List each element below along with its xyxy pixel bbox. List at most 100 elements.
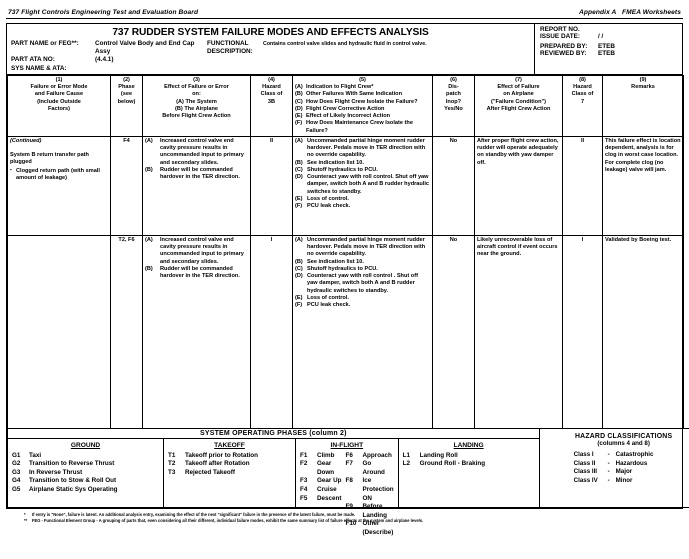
row-1-failure-cause-list: Clogged return path (with small amount o… [10, 167, 108, 183]
col-3-item-b-key: (B) [175, 105, 183, 112]
legend-section: SYSTEM OPERATING PHASES (column 2) GROUN… [7, 427, 689, 536]
column-header-7: (7) Effect of Failure on Airplane ("Fail… [474, 74, 563, 137]
row-2-crew-item-b: (B) See indication list 10. [295, 259, 430, 266]
hazard-class-2-key: Class II [573, 459, 596, 467]
worksheet-frame: 737 RUDDER SYSTEM FAILURE MODES AND EFFE… [6, 23, 689, 536]
phases-ground-column: GROUND G1 Taxi G2 Transition to Reverse … [8, 438, 164, 507]
row-2-remarks: Validated by Boeing test. [602, 234, 684, 429]
hazard-classifications-subtitle: (columns 4 and 8) [597, 439, 650, 447]
phases-landing-item-l2: L2 Ground Roll - Braking [403, 460, 535, 469]
report-no-value [598, 26, 678, 33]
phases-takeoff-item-t2: T2 Takeoff after Rotation [168, 460, 291, 469]
column-header-row: (1) Failure or Error Mode and Failure Ca… [7, 74, 684, 137]
phases-inflight-right: F6 Approach F7 Go Around F8 Ice Protecti… [346, 452, 394, 538]
footnote-1-mark: * [24, 511, 26, 517]
row-2-effect-list: (A) Increased control valve end cavity p… [145, 237, 248, 281]
row-1-effect-item-b: (B) Rudder will be commanded hardover in… [145, 167, 248, 182]
col-1-number: (1) [55, 76, 63, 83]
phases-inflight-f5-value: Descent [317, 494, 342, 502]
phases-takeoff-item-t1: T1 Takeoff prior to Rotation [168, 452, 291, 461]
part-name-label: PART NAME or FEG**: [11, 40, 79, 47]
row-1-crew-item-c: (C) Shutoff hydraulics to PCU. [295, 167, 430, 174]
col-7-line-3: ("Failure Condition") [490, 98, 547, 105]
part-ata-value: (4.4.1) [95, 56, 114, 64]
row-2-crew-b-key: (B) [295, 258, 303, 265]
phases-inflight-f5-key: F5 [300, 494, 308, 502]
title-block-left: 737 RUDDER SYSTEM FAILURE MODES AND EFFE… [7, 24, 534, 74]
row-1-effect-of-failure: (A) Increased control valve end cavity p… [142, 135, 251, 236]
row-1-hazard-class-3b: II [250, 135, 293, 236]
sys-name-label: SYS NAME & ATA: [11, 64, 67, 72]
phases-ground-heading: GROUND [70, 441, 101, 449]
col-8-number: (8) [579, 76, 586, 83]
phases-inflight-f6-value: Approach [362, 451, 392, 459]
row-1-crew-d-value: Counteract yaw with roll control. Shut o… [307, 174, 430, 195]
col-3-item-b-value: The Airplane [184, 105, 218, 112]
row-1-dispatch-inop: No [432, 135, 475, 236]
phases-ground-g1-key: G1 [12, 451, 21, 459]
col-9-line-1: Remarks [631, 84, 655, 91]
fmea-table-body: (Continued) System B return transfer pat… [7, 135, 684, 429]
phases-ground-item-g2: G2 Transition to Reverse Thrust [12, 460, 159, 469]
page-title: 737 RUDDER SYSTEM FAILURE MODES AND EFFE… [112, 27, 429, 38]
row-2-effect-item-b: (B) Rudder will be commanded hardover in… [145, 266, 248, 281]
col-7-number: (7) [515, 76, 522, 83]
phases-inflight-f8-key: F8 [345, 477, 353, 485]
col-6-line-4: Yes/No [444, 105, 463, 112]
phases-ground-g5-value: Airplane Static Sys Operating [29, 486, 118, 494]
col-8-line-3: 7 [580, 98, 585, 105]
phases-ground-item-g1: G1 Taxi [12, 452, 159, 461]
phases-landing-heading: LANDING [453, 441, 484, 449]
functional-description-label-line1: FUNCTIONAL [207, 40, 249, 47]
col-5-item-d: (D) Flight Crew Corrective Action [295, 106, 430, 113]
row-1-hazard-class-7: II [562, 135, 603, 236]
phases-inflight-item-f5: F5 Descent [300, 495, 342, 504]
phases-inflight-item-f9: F9 Before Landing [346, 503, 394, 520]
prepared-by-label: PREPARED BY: [540, 43, 588, 50]
col-4-line-2: Class of [260, 91, 283, 98]
phases-inflight-item-f10: F10 Other (Describe) [346, 520, 394, 537]
row-1-crew-b-value: See indication list 10. [307, 159, 364, 166]
col-5-item-c: (C) How Does Flight Crew Isolate the Fai… [295, 99, 430, 106]
row-2-phase: T2, F6 [110, 234, 143, 429]
reviewed-by-label: REVIEWED BY: [540, 50, 587, 57]
title-block: 737 RUDDER SYSTEM FAILURE MODES AND EFFE… [7, 24, 682, 75]
phases-ground-g5-key: G5 [12, 486, 21, 494]
hazard-class-1: Class I - Catastrophic [546, 451, 689, 460]
row-2-crew-f-key: (F) [295, 302, 303, 309]
col-2-line-3: below) [117, 98, 136, 105]
phases-inflight-item-f1: F1 Climb [300, 452, 342, 461]
issue-date-value: / / [598, 33, 604, 40]
row-1-phase: F4 [110, 135, 143, 236]
phases-inflight-f1-value: Climb [317, 451, 335, 459]
row-2-failure-mode [7, 234, 111, 429]
column-header-4: (4) Hazard Class of 3B [250, 74, 293, 137]
phases-inflight-item-f4: F4 Cruise [300, 486, 342, 495]
row-1-effect-list: (A) Increased control valve end cavity p… [145, 138, 248, 182]
hazard-class-4: Class IV - Minor [546, 477, 689, 486]
report-no-row: REPORT NO. [540, 26, 678, 33]
phases-takeoff-t2-key: T2 [168, 460, 176, 468]
phases-ground-g1-value: Taxi [29, 451, 42, 459]
phases-ground-g2-value: Transition to Reverse Thrust [29, 460, 115, 468]
phases-inflight-column: IN-FLIGHT F1 Climb F2 Gear Down [296, 438, 399, 536]
phases-takeoff-t1-value: Takeoff prior to Rotation [185, 451, 258, 459]
col-1-line-4: Factors) [47, 105, 71, 112]
running-head-left: 737 Flight Controls Engineering Test and… [8, 9, 199, 16]
phases-inflight-f7-key: F7 [345, 460, 353, 468]
phases-inflight-f1-key: F1 [300, 451, 308, 459]
col-7-line-1: Effect of Failure [497, 84, 540, 91]
phases-takeoff-t1-key: T1 [168, 451, 176, 459]
table-row: (Continued) System B return transfer pat… [7, 135, 684, 236]
col-5-item-b-key: (B) [295, 91, 303, 98]
report-info-block: REPORT NO. ISSUE DATE: / / PREPARED BY: … [534, 24, 682, 74]
row-1-effect-after-crew-action: After proper flight crew action, rudder … [474, 135, 563, 236]
col-5-item-d-key: (D) [295, 105, 303, 112]
column-header-9: (9) Remarks [602, 74, 684, 137]
row-1-crew-f-value: PCU leak check. [307, 203, 351, 210]
row-1-crew-a-value: Uncommanded partial hinge moment rudder … [307, 137, 426, 159]
phases-ground-g3-key: G3 [12, 468, 21, 476]
phases-landing-column: LANDING L1 Landing Roll L2 Ground Roll -… [399, 439, 539, 507]
functional-description-label: FUNCTIONAL DESCRIPTION: [207, 40, 263, 73]
